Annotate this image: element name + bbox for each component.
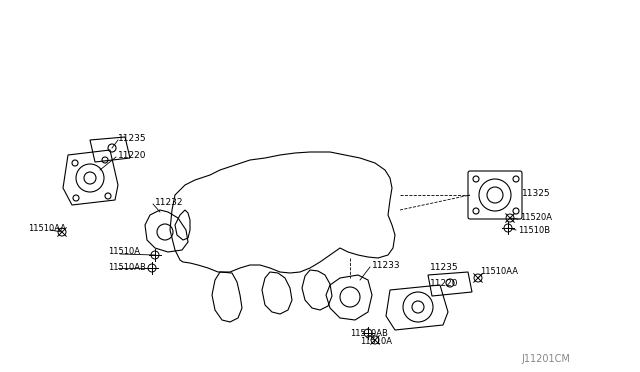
Text: 11510AA: 11510AA	[28, 224, 66, 232]
Text: 11510A: 11510A	[108, 247, 140, 257]
Text: 11510B: 11510B	[518, 225, 550, 234]
Text: 11510AA: 11510AA	[480, 267, 518, 276]
Text: 11235: 11235	[118, 134, 147, 142]
Text: 11520A: 11520A	[520, 212, 552, 221]
Text: J11201CM: J11201CM	[521, 354, 570, 364]
Text: 11510AB: 11510AB	[350, 328, 388, 337]
Text: 11220: 11220	[430, 279, 458, 288]
Text: 11510A: 11510A	[360, 337, 392, 346]
Text: 11232: 11232	[155, 198, 184, 206]
Text: 11233: 11233	[372, 260, 401, 269]
Text: 11235: 11235	[430, 263, 459, 273]
Text: 11220: 11220	[118, 151, 147, 160]
Text: 11510AB: 11510AB	[108, 263, 146, 273]
Text: 11325: 11325	[522, 189, 550, 198]
